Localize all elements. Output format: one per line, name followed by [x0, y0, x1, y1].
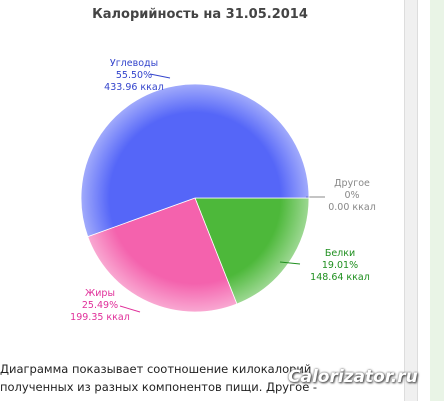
slice-label: Другое: [334, 178, 370, 189]
pie-slice: [80, 83, 310, 238]
watermark: Calorizator.ru: [288, 367, 418, 387]
slice-label: Белки: [325, 248, 355, 259]
slice-calories: 148.64 ккал: [310, 272, 370, 283]
slice-percent: 25.49%: [82, 300, 118, 311]
pie-slice: [87, 197, 238, 313]
slice-percent: 55.50%: [116, 70, 152, 81]
slice-percent: 19.01%: [322, 260, 358, 271]
leader-line: [279, 261, 301, 265]
slice-calories: 0.00 ккал: [328, 202, 376, 213]
chart: Калорийность на 31.05.2014 Другое0%0.00 …: [70, 7, 376, 323]
chart-title: Калорийность на 31.05.2014: [92, 7, 308, 22]
slice-label: Углеводы: [110, 58, 158, 69]
scrollbar-area: [404, 0, 418, 401]
description-line: полученных из разных компонентов пищи. Д…: [0, 380, 318, 394]
slice-percent: 0%: [344, 190, 359, 201]
pie-slice: [194, 197, 310, 305]
slice-calories: 199.35 ккал: [70, 312, 130, 323]
description: Диаграмма показывает соотношение килокал…: [0, 360, 400, 396]
leader-line: [149, 73, 171, 79]
sidebar-strip: [430, 0, 444, 401]
slice-calories: 433.96 ккал: [104, 82, 164, 93]
slice-label: Жиры: [85, 288, 115, 299]
leader-line: [119, 305, 141, 313]
description-line: Диаграмма показывает соотношение килокал…: [0, 362, 312, 376]
